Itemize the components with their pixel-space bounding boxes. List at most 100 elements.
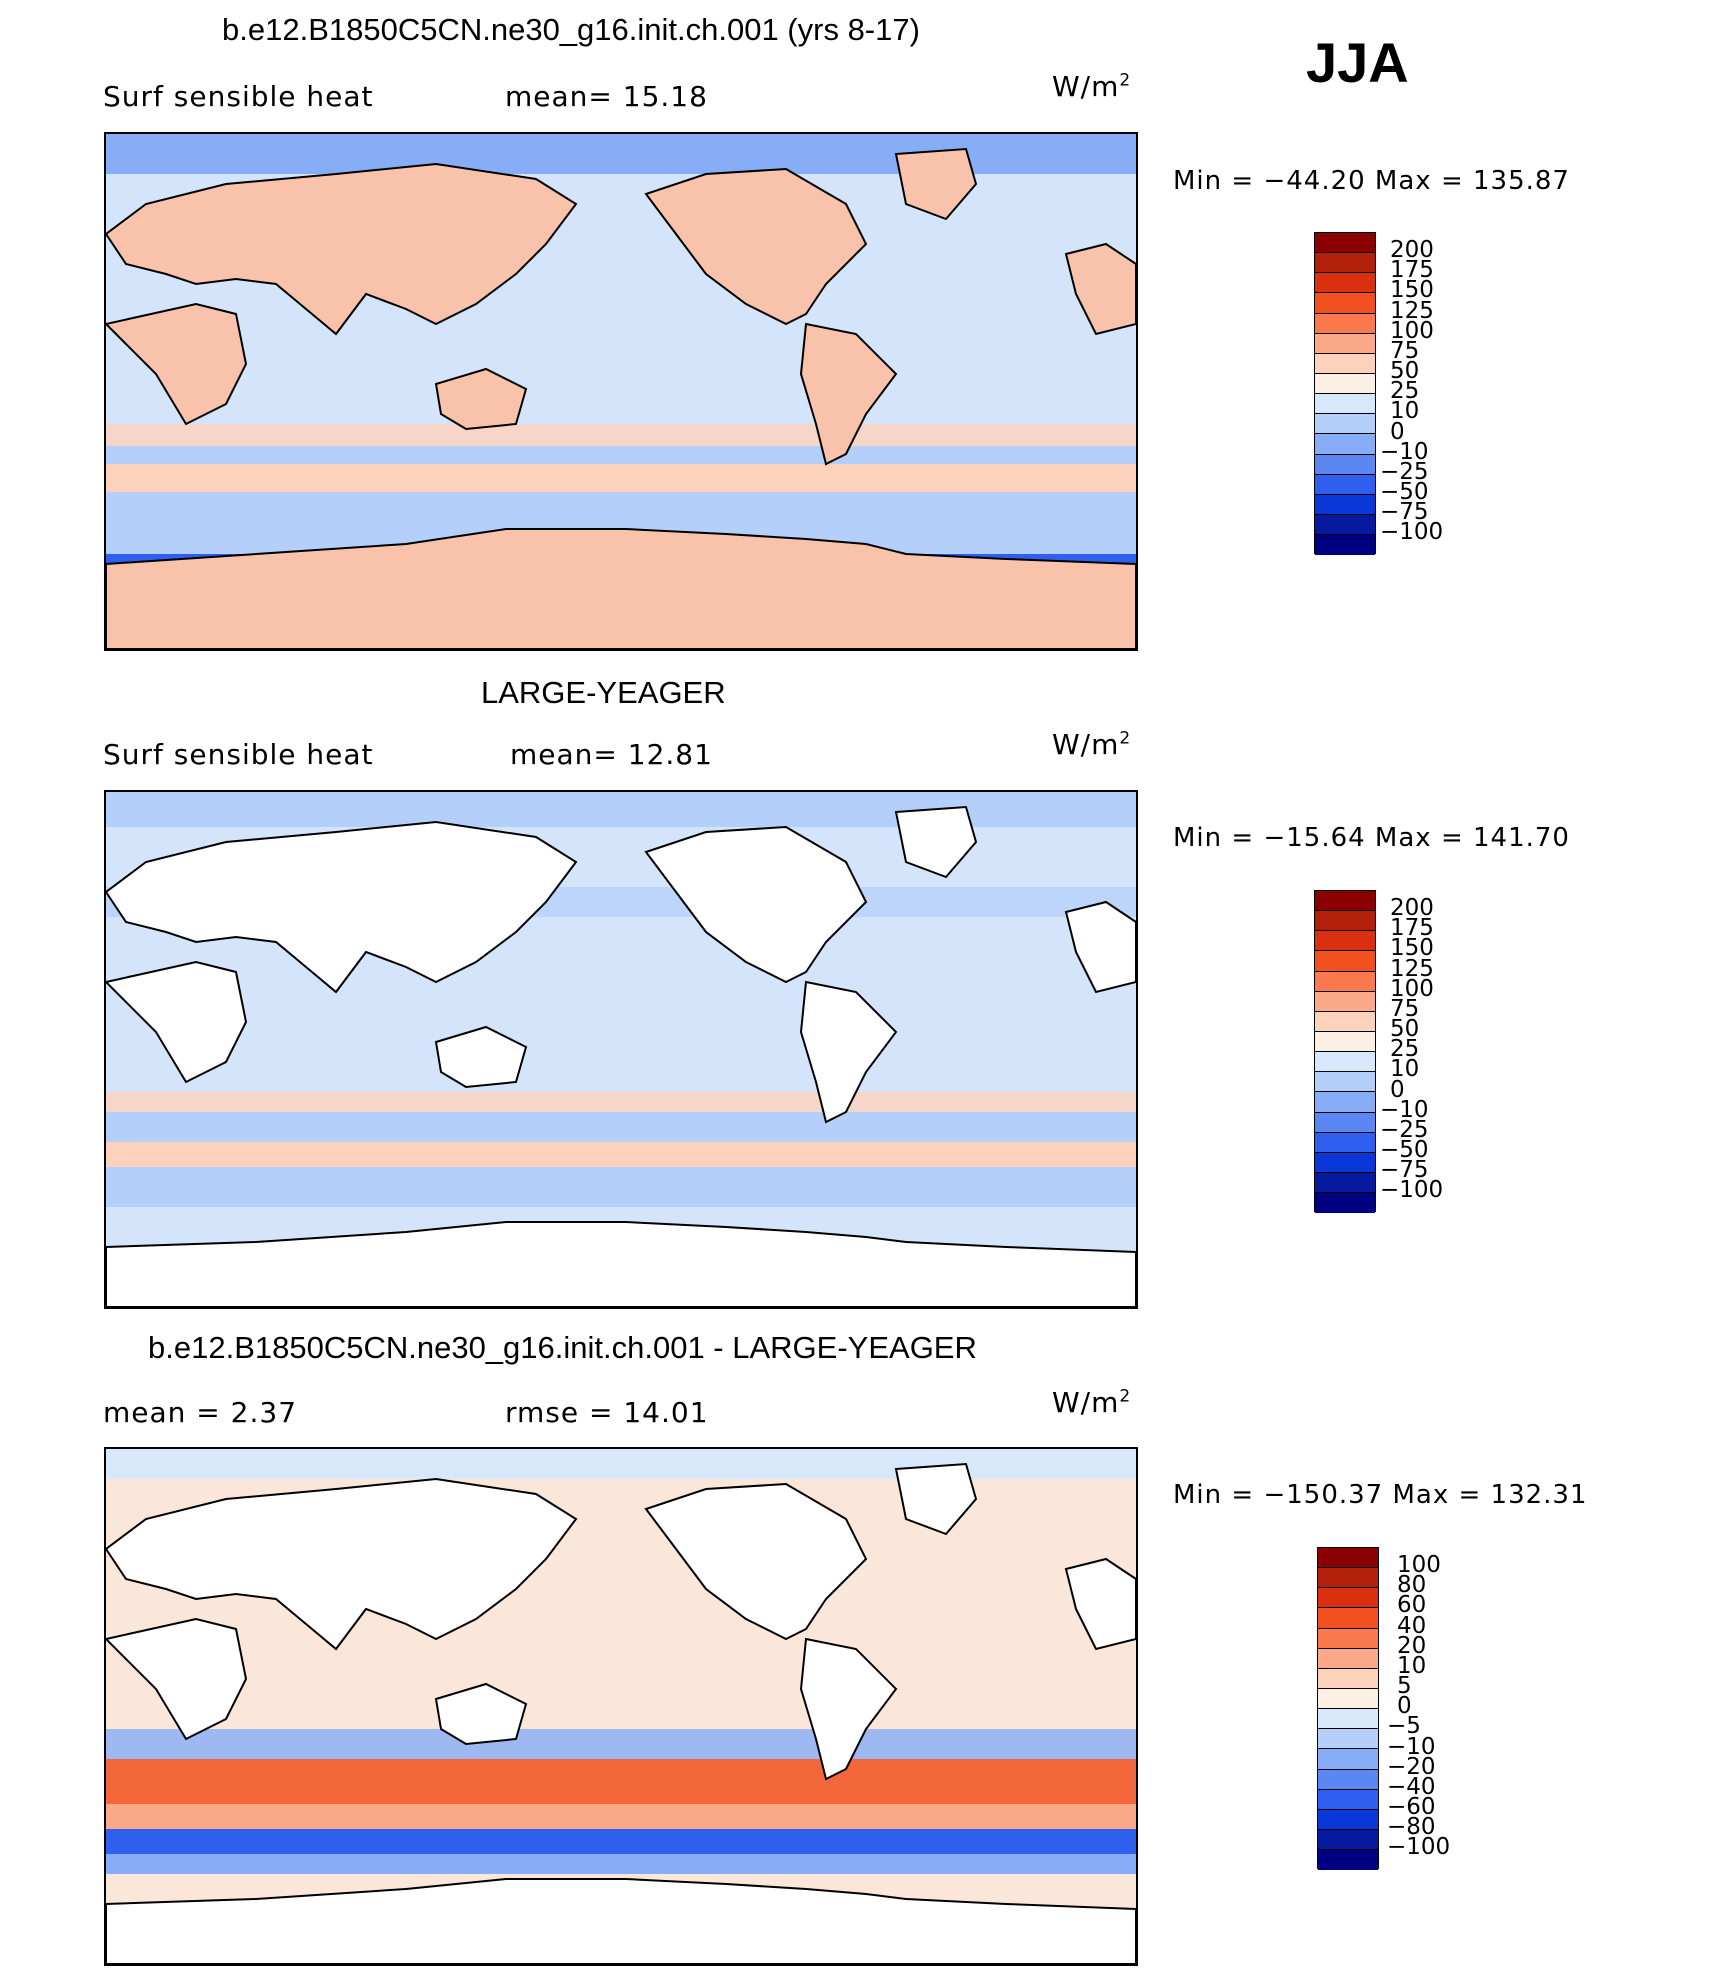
- colorbar-tick-label: 0: [1390, 1076, 1405, 1103]
- colorbar-swatch: [1315, 1072, 1375, 1093]
- colorbar-tick-label: 175: [1390, 915, 1434, 942]
- panel2-europe-east: [1064, 900, 1136, 994]
- colorbar-tick-label: −20: [1387, 1753, 1436, 1780]
- colorbar-tick-label: −100: [1380, 1177, 1444, 1204]
- colorbar-tick-label: 10: [1390, 1056, 1420, 1083]
- colorbar-swatch: [1315, 253, 1375, 274]
- colorbar-swatch: [1315, 414, 1375, 435]
- panel3-map-svg: [106, 1449, 1136, 1964]
- panel2-africa: [106, 960, 248, 1084]
- colorbar-tick-label: 100: [1397, 1552, 1441, 1579]
- colorbar-swatch: [1318, 1749, 1378, 1770]
- colorbar-tick-label: 80: [1397, 1572, 1427, 1599]
- panel3-units: W/m2: [1052, 1386, 1132, 1419]
- panel2-south-america: [799, 980, 898, 1124]
- colorbar-swatch: [1315, 313, 1375, 334]
- colorbar-swatch: [1315, 1193, 1375, 1214]
- panel3-colorbar: [1317, 1547, 1379, 1871]
- panel1-arctic-band: [106, 134, 1136, 174]
- panel2-variable-label: Surf sensible heat: [103, 738, 374, 771]
- panel1-map-svg: [106, 134, 1136, 649]
- colorbar-swatch: [1318, 1789, 1378, 1810]
- panel2-minmax: Min = −15.64 Max = 141.70: [1173, 823, 1570, 853]
- colorbar-tick-label: −10: [1380, 1096, 1429, 1123]
- colorbar-tick-label: −5: [1387, 1713, 1421, 1740]
- panel2-north-america: [644, 825, 868, 984]
- colorbar-swatch: [1315, 535, 1375, 556]
- colorbar-tick-label: −25: [1380, 1116, 1429, 1143]
- colorbar-tick-label: 40: [1397, 1612, 1427, 1639]
- colorbar-tick-label: −50: [1380, 1136, 1429, 1163]
- colorbar-tick-label: −40: [1387, 1773, 1436, 1800]
- panel3-south-hot-band: [106, 1759, 1136, 1804]
- colorbar-swatch: [1315, 394, 1375, 415]
- panel1-south-america: [799, 322, 898, 466]
- panel2-antarctica: [106, 1221, 1136, 1307]
- colorbar-tick-label: 125: [1390, 955, 1434, 982]
- colorbar-tick-label: 5: [1397, 1673, 1412, 1700]
- colorbar-swatch: [1315, 1052, 1375, 1073]
- colorbar-tick-label: 150: [1390, 277, 1434, 304]
- colorbar-swatch: [1315, 333, 1375, 354]
- panel2-south-cool-band: [106, 1112, 1136, 1142]
- colorbar-tick-label: 10: [1397, 1652, 1427, 1679]
- panel1-eurasia: [106, 162, 578, 336]
- colorbar-tick-label: 125: [1390, 297, 1434, 324]
- colorbar-tick-label: −80: [1387, 1814, 1436, 1841]
- panel1-variable-label: Surf sensible heat: [103, 80, 374, 113]
- colorbar-swatch: [1315, 494, 1375, 515]
- colorbar-swatch: [1315, 991, 1375, 1012]
- panel1-greenland: [894, 147, 978, 221]
- panel1-units: W/m2: [1052, 70, 1132, 103]
- panel3-australia: [434, 1682, 528, 1746]
- colorbar-tick-label: 75: [1390, 995, 1420, 1022]
- colorbar-swatch: [1318, 1608, 1378, 1629]
- panel3-minmax: Min = −150.37 Max = 132.31: [1173, 1480, 1588, 1510]
- panel3-rmse-label: rmse = 14.01: [505, 1396, 709, 1429]
- colorbar-swatch: [1318, 1829, 1378, 1851]
- panel2-eurasia: [106, 820, 578, 994]
- panel2-mean-label: mean= 12.81: [510, 738, 713, 771]
- panel3-south-america: [799, 1637, 898, 1781]
- panel3-southern-cool-band: [106, 1854, 1136, 1874]
- panel2-south-warm-band-2: [106, 1142, 1136, 1167]
- colorbar-tick-label: −100: [1380, 519, 1444, 546]
- colorbar-swatch: [1315, 273, 1375, 294]
- colorbar-swatch: [1318, 1548, 1378, 1569]
- colorbar-swatch: [1315, 353, 1375, 374]
- colorbar-tick-label: 75: [1390, 337, 1420, 364]
- panel1-australia: [434, 367, 528, 431]
- colorbar-swatch: [1315, 1172, 1375, 1194]
- panel3-antarctica: [106, 1878, 1136, 1964]
- panel1-colorbar: [1314, 232, 1376, 556]
- panel3-north-america: [644, 1482, 868, 1641]
- colorbar-swatch: [1315, 971, 1375, 992]
- colorbar-swatch: [1318, 1688, 1378, 1710]
- panel1-mean-label: mean= 15.18: [505, 80, 708, 113]
- colorbar-tick-label: −25: [1380, 458, 1429, 485]
- colorbar-swatch: [1315, 931, 1375, 952]
- panel3-southern-strong-cool-band: [106, 1829, 1136, 1854]
- colorbar-tick-label: 150: [1390, 935, 1434, 962]
- colorbar-swatch: [1318, 1568, 1378, 1589]
- colorbar-tick-label: 20: [1397, 1632, 1427, 1659]
- colorbar-swatch: [1315, 373, 1375, 395]
- panel1-minmax: Min = −44.20 Max = 135.87: [1173, 166, 1570, 196]
- colorbar-tick-label: 25: [1390, 378, 1420, 405]
- panel1-map: [104, 132, 1138, 651]
- colorbar-swatch: [1315, 1031, 1375, 1053]
- panel1-south-warm-band: [106, 424, 1136, 446]
- panel3-map: [104, 1447, 1138, 1966]
- colorbar-tick-label: −75: [1380, 1157, 1429, 1184]
- panel2-colorbar: [1314, 890, 1376, 1214]
- colorbar-swatch: [1318, 1769, 1378, 1790]
- colorbar-swatch: [1315, 293, 1375, 314]
- panel2-greenland: [894, 805, 978, 879]
- colorbar-swatch: [1315, 233, 1375, 254]
- panel1-south-warm-band-2: [106, 464, 1136, 492]
- colorbar-tick-label: 0: [1397, 1693, 1412, 1720]
- colorbar-swatch: [1315, 911, 1375, 932]
- panel1-africa: [106, 302, 248, 426]
- panel3-title: b.e12.B1850C5CN.ne30_g16.init.ch.001 - L…: [148, 1330, 977, 1365]
- panel2-australia: [434, 1025, 528, 1089]
